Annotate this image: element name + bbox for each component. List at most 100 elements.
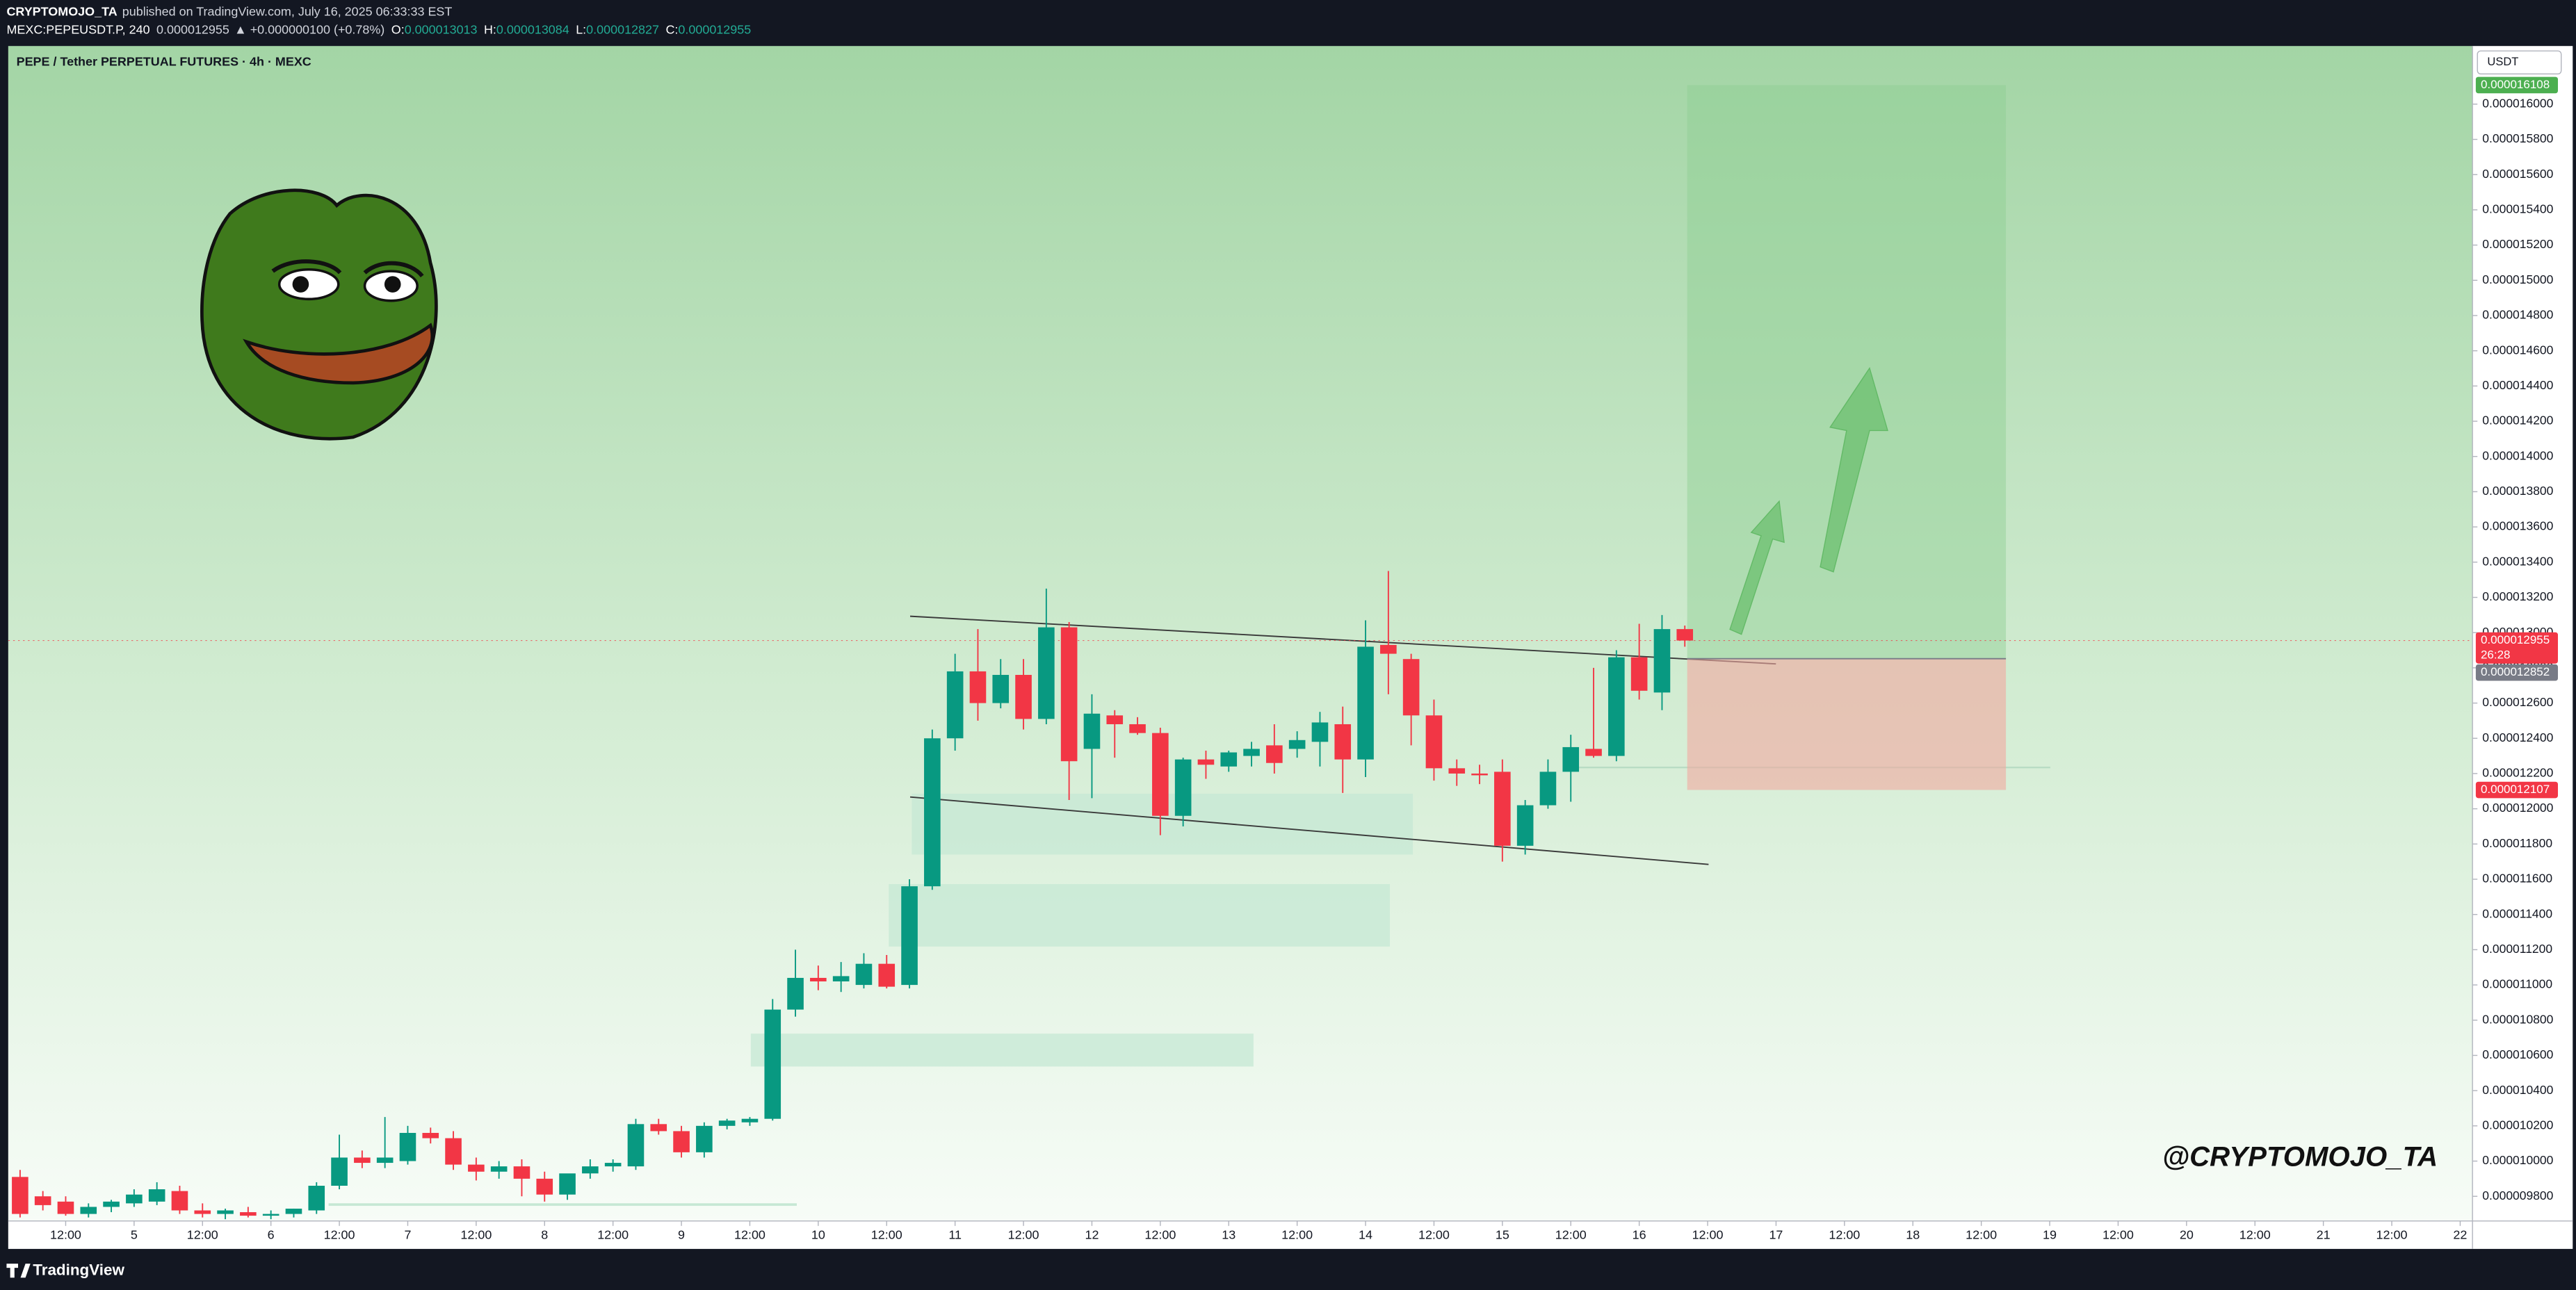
price-label (2475, 781, 2559, 799)
candle-body (1562, 746, 1580, 772)
candle-body (148, 1189, 165, 1202)
candle-body (718, 1120, 736, 1126)
x-tick-label: 12:00 (1418, 1228, 1450, 1242)
y-tick-label: 0.000013400 (2482, 554, 2553, 568)
pepe-head (200, 188, 438, 441)
brand-logo (6, 1264, 31, 1278)
y-tick-label: 0.000013200 (2482, 589, 2553, 603)
candle-body (1197, 759, 1215, 765)
price-label (2475, 76, 2559, 94)
position-zone (1687, 85, 2007, 659)
x-tick-label: 12:00 (50, 1228, 81, 1242)
x-tick-label: 12:00 (1692, 1228, 1724, 1242)
y-tick-label: 0.000016000 (2482, 96, 2553, 110)
y-tick-label: 0.000015400 (2482, 202, 2553, 216)
candle-body (810, 977, 827, 982)
candle-body (1471, 773, 1488, 776)
candle-body (1608, 657, 1625, 756)
candle-body (171, 1191, 188, 1211)
y-tick-label: 0.000010800 (2482, 1012, 2553, 1026)
candle-body (696, 1125, 713, 1152)
candle-body (673, 1131, 690, 1152)
x-tick-label: 12:00 (2239, 1228, 2271, 1242)
x-tick-label: 12:00 (734, 1228, 765, 1242)
price-label-text: 0.000012107 (2481, 783, 2550, 796)
plot (8, 85, 2473, 1220)
candle-body (787, 977, 804, 1010)
candle-body (1357, 646, 1374, 760)
y-tick-label: 0.000015000 (2482, 272, 2553, 286)
candle-body (1585, 749, 1602, 756)
y-tick-label: 0.000014000 (2482, 448, 2553, 462)
candle-body (422, 1132, 439, 1138)
y-tick-label: 0.000012000 (2482, 801, 2553, 815)
candle-body (1516, 805, 1534, 846)
candle-body (468, 1164, 485, 1172)
y-tick-label: 0.000014800 (2482, 308, 2553, 322)
candle-body (1288, 740, 1306, 749)
pepe-lid (363, 261, 424, 278)
published: published on TradingView.com, July 16, 2… (122, 4, 453, 18)
candle-body (582, 1166, 599, 1174)
pepe-pupil (384, 276, 401, 293)
x-tick-label: 16 (1633, 1228, 1646, 1242)
y-tick-label: 0.000012200 (2482, 766, 2553, 780)
x-tick-label: 13 (1222, 1228, 1236, 1242)
last-price: 0.000012955 (156, 22, 229, 36)
x-tick-label: 22 (2453, 1228, 2467, 1242)
x-tick-label: 21 (2317, 1228, 2331, 1242)
y-tick-label: 0.000013600 (2482, 519, 2553, 533)
candle-body (855, 963, 873, 986)
candle-body (969, 671, 987, 703)
candle-body (604, 1163, 622, 1167)
price-label (2475, 632, 2559, 664)
candle-body (1243, 749, 1260, 756)
y-tick-label: 0.000011000 (2482, 977, 2552, 991)
x-tick-label: 17 (1769, 1228, 1783, 1242)
candle-body (832, 976, 850, 982)
ohlc-value: 0.000013013 (405, 22, 478, 36)
zone (889, 884, 1390, 947)
candle-body (627, 1124, 645, 1167)
y-tick-label: 0.000010000 (2482, 1153, 2553, 1167)
symbol: MEXC:PEPEUSDT.P, 240 (6, 22, 149, 36)
candle-body (1676, 629, 1694, 641)
candle-body (764, 1009, 781, 1119)
pepe-mouth (243, 322, 435, 385)
candle-body (57, 1201, 74, 1214)
x-tick-label: 12:00 (1555, 1228, 1587, 1242)
author: CRYPTOMOJO_TA (6, 4, 117, 18)
x-tick-label: 5 (131, 1228, 138, 1242)
x-tick-label: 14 (1359, 1228, 1372, 1242)
x-tick-label: 12:00 (2103, 1228, 2134, 1242)
candle-body (559, 1173, 576, 1195)
ohlc-key: C: (665, 22, 678, 36)
ohlc-value: 0.000012955 (678, 22, 751, 36)
ohlc-value: 0.000013084 (496, 22, 569, 36)
x-tick-label: 8 (541, 1228, 548, 1242)
x-tick-label: 12:00 (871, 1228, 902, 1242)
y-tick-label: 0.000015200 (2482, 237, 2553, 251)
pepe-lid (271, 259, 342, 275)
candle-body (1129, 724, 1146, 733)
y-tick-label: 0.000014600 (2482, 343, 2553, 357)
price-label (2475, 664, 2559, 681)
trendline (909, 615, 1776, 665)
x-tick-label: 19 (2043, 1228, 2057, 1242)
candle-body (126, 1194, 143, 1204)
y-tick-label: 0.000011800 (2482, 836, 2552, 850)
candle-body (262, 1214, 280, 1216)
candle-body (103, 1201, 120, 1207)
candle-body (1311, 722, 1329, 742)
countdown: 26:28 (2481, 648, 2511, 661)
x-tick-label: 12:00 (324, 1228, 355, 1242)
y-tick-label: 0.000015600 (2482, 167, 2553, 181)
arrow (1820, 366, 1888, 573)
candle-body (12, 1177, 29, 1214)
x-tick-label: 12:00 (1281, 1228, 1313, 1242)
y-tick-label: 0.000010600 (2482, 1047, 2553, 1061)
x-tick-label: 7 (404, 1228, 411, 1242)
